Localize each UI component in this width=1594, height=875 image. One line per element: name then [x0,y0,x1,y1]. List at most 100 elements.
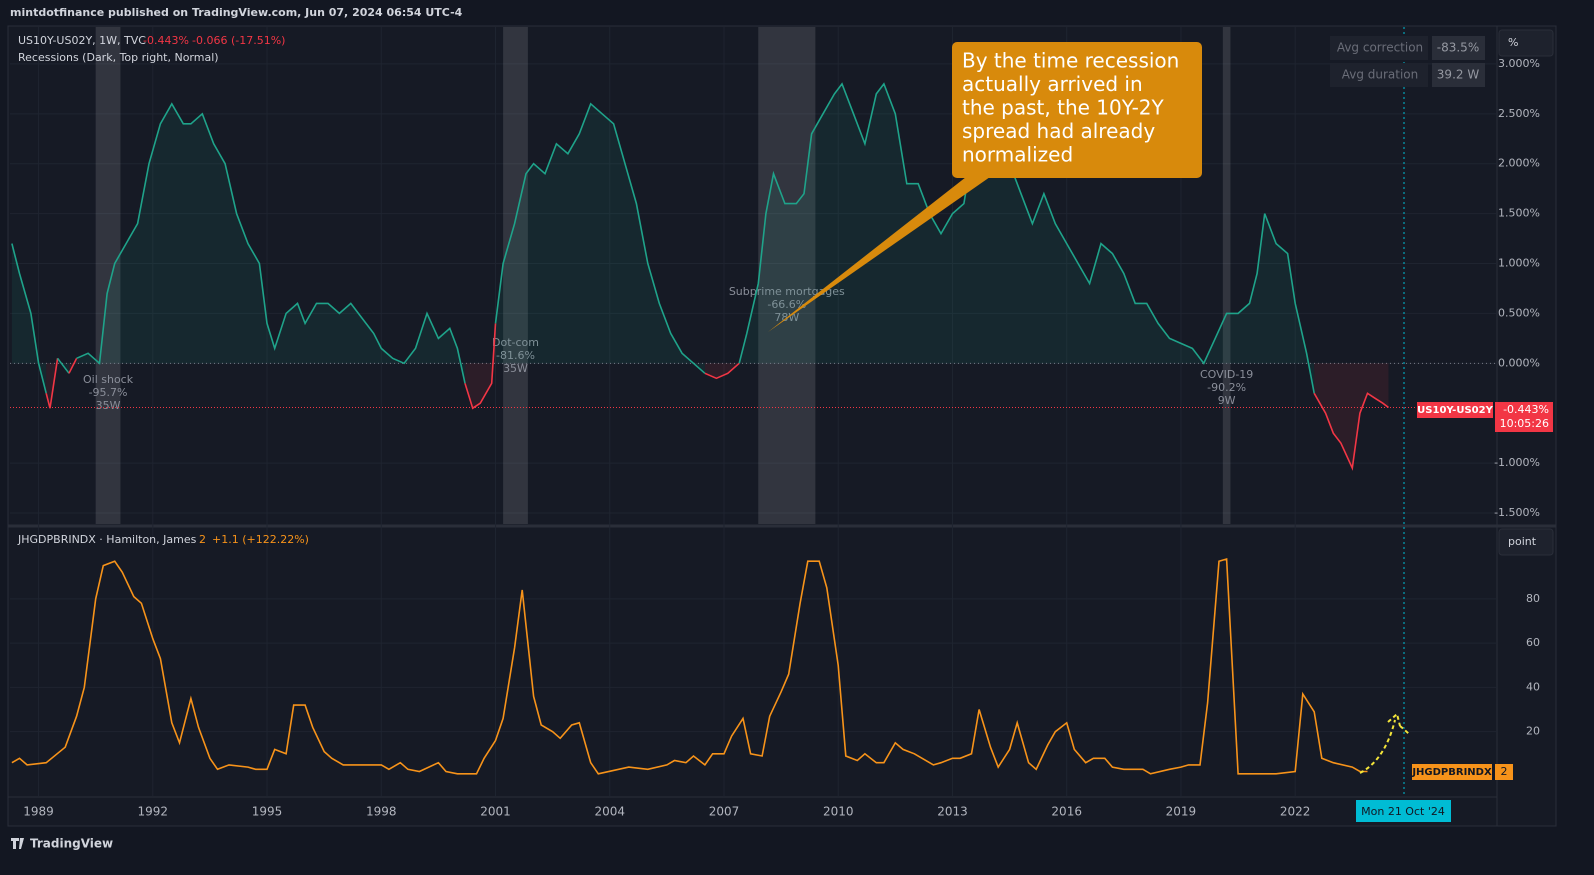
y-tick-label: 0.500% [1498,306,1540,319]
spread-area [495,103,705,374]
x-tick-label: 2022 [1280,805,1311,819]
change: +1.1 (+122.22%) [212,533,309,546]
recession-label: Dot-com [492,336,539,349]
stat-cell [1330,36,1428,60]
y-tick-label: -1.500% [1494,506,1540,519]
spread-line [56,357,70,374]
projection-arrow [1359,719,1396,774]
x-tick-label: 2019 [1166,805,1197,819]
stat-value: -83.5% [1437,41,1479,55]
last-change: -0.443% [143,34,189,47]
x-tick-label: 2004 [594,805,625,819]
spread-area [46,358,58,409]
y-tick-label: 1.500% [1498,207,1540,220]
plot: 1989 1992 1995 1998 2001 2004 2007 2010 2013 2016… [10,27,1554,822]
callout-text: actually arrived in [962,72,1143,96]
x-tick-label: 2001 [480,805,511,819]
price-label: JHGDPBRINDX [1411,767,1492,778]
recession-label: 35W [503,362,528,375]
spread-line [1313,392,1389,471]
scale-button-label[interactable]: point [1508,535,1537,548]
y-tick-label: 1.000% [1498,257,1540,270]
spread-area [1314,363,1389,469]
recession-label: -90.2% [1207,381,1246,394]
x-tick-label: 1998 [366,805,397,819]
brand: TradingView [30,837,113,851]
callout-text: By the time recession [962,49,1179,73]
spread-area [11,243,47,394]
index-line [11,557,1368,775]
callout-box [952,42,1202,178]
y-tick-label: 2.500% [1498,107,1540,120]
x-tick-label: 2016 [1051,805,1082,819]
spread-line [76,102,466,384]
recession-label: Oil shock [83,373,134,386]
symbol: US10Y-US02Y, 1W, TVC [18,34,146,47]
callout-text: spread had already [962,119,1155,143]
x-tick-label: 2007 [709,805,740,819]
callout-text: normalized [962,143,1073,167]
last-value-label: -0.443% [1503,403,1549,416]
recession-label: -66.6% [767,298,806,311]
crosshair-label-bg [1356,800,1451,822]
x-tick-label: 1995 [252,805,283,819]
y-tick-label: 80 [1526,592,1540,605]
recession-band [95,27,121,524]
spread-line [68,357,78,374]
y-tick-label: 20 [1526,725,1540,738]
spread-line [11,243,47,394]
scale-button-label[interactable]: % [1508,36,1518,49]
x-tick-label: 2010 [823,805,854,819]
last-value-label: 2 [1501,765,1508,778]
callout-text: the past, the 10Y-2Y [962,96,1165,120]
brand-logo [11,838,24,849]
spread-line [704,362,740,380]
projection-arrow [1387,712,1411,736]
stat-cell [1432,36,1485,60]
stat-value: 39.2 W [1437,68,1480,82]
y-tick-label: 60 [1526,636,1540,649]
stat-label: Avg duration [1342,68,1419,82]
spread-line [494,102,706,374]
crosshair-label: Mon 21 Oct '24 [1361,805,1445,818]
recession-label: -81.6% [496,349,535,362]
countdown: 10:05:26 [1500,417,1549,430]
spread-area [739,83,1315,394]
last-value-bg [1495,764,1513,780]
x-tick-label: 1992 [138,805,169,819]
symbol: JHGDPBRINDX · Hamilton, James [17,533,197,546]
y-tick-label: 3.000% [1498,57,1540,70]
x-tick-label: 1989 [23,805,54,819]
stat-cell [1432,63,1485,87]
scale-button[interactable] [1498,528,1554,556]
stat-cell [1330,63,1428,87]
x-tick-label: 2013 [937,805,968,819]
spread-area [704,363,740,379]
spread-area [76,103,466,384]
recession-label: -95.7% [89,386,128,399]
y-tick-label: 2.000% [1498,157,1540,170]
indicator: Recessions (Dark, Top right, Normal) [18,51,219,64]
callout-pointer [768,170,1000,332]
recession-band [1222,27,1231,524]
last-value-bg [1495,402,1553,432]
scale-button[interactable] [1498,29,1554,57]
recession-label: 9W [1218,394,1236,407]
price-label-bg [1412,764,1492,780]
recession-label: 35W [96,399,121,412]
change: -0.066 (-17.51%) [192,34,285,47]
chart-frame [7,25,1557,827]
recession-band [758,27,816,524]
y-tick-label: 40 [1526,680,1540,693]
recession-band [503,27,528,524]
price-label-bg [1417,402,1493,418]
stat-label: Avg correction [1337,41,1423,55]
spread-line [45,358,59,409]
publisher: mintdotfinance published on TradingView.… [10,6,463,19]
spread-line [738,82,1315,394]
spread-area [465,323,496,409]
y-tick-label: 0.000% [1498,356,1540,369]
last-value: 2 [199,533,206,546]
